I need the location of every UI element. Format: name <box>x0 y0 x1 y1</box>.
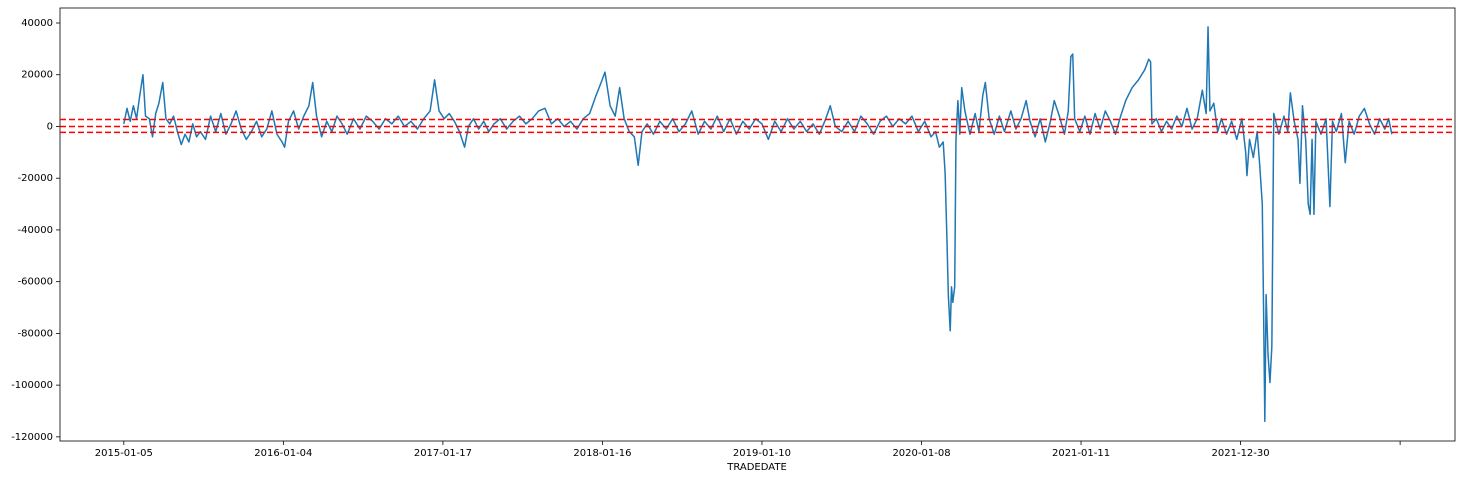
x-tick-label: 2021-12-30 <box>1212 448 1270 459</box>
y-tick-label: -20000 <box>18 173 53 184</box>
x-tick-label: 2018-01-16 <box>573 448 631 459</box>
y-tick-label: -120000 <box>11 432 53 443</box>
x-tick-label: 2019-01-10 <box>733 448 791 459</box>
x-tick-label: 2016-01-04 <box>254 448 312 459</box>
y-tick-label: -40000 <box>18 225 53 236</box>
y-tick-label: 0 <box>47 121 53 132</box>
y-tick-label: 20000 <box>21 70 53 81</box>
y-tick-label: 40000 <box>21 18 53 29</box>
plot-frame <box>59 7 1456 442</box>
x-axis-label: TRADEDATE <box>726 462 787 473</box>
y-tick-label: -60000 <box>18 277 53 288</box>
x-tick-label: 2021-01-11 <box>1052 448 1110 459</box>
x-tick-label: 2017-01-17 <box>414 448 472 459</box>
y-tick-label: -80000 <box>18 328 53 339</box>
x-tick-label: 2015-01-05 <box>95 448 153 459</box>
data-line <box>123 26 1393 423</box>
x-tick-label: 2020-01-08 <box>892 448 950 459</box>
y-tick-label: -100000 <box>11 380 53 391</box>
